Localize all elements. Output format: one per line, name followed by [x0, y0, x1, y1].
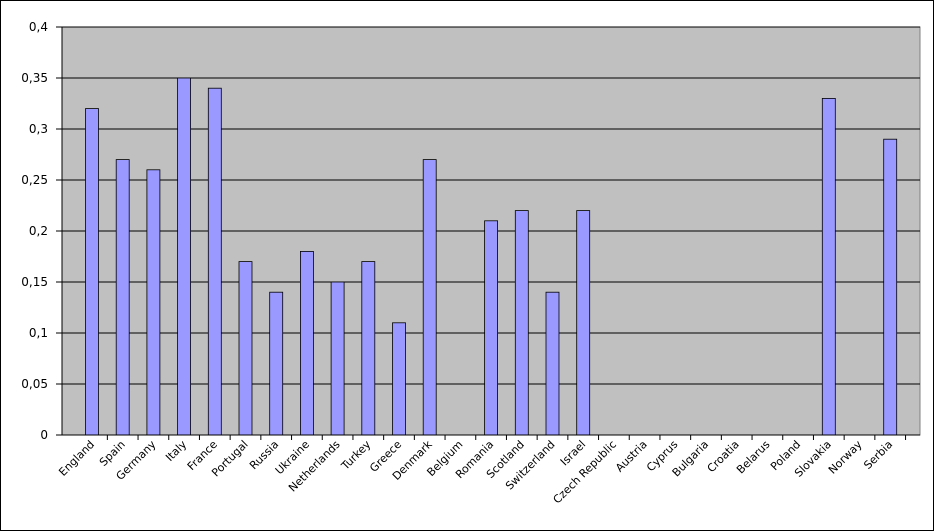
- bar: [422, 159, 437, 436]
- bar: [484, 220, 499, 436]
- bar: [115, 159, 130, 436]
- bar: [269, 291, 284, 436]
- bar: [85, 108, 99, 436]
- y-tick-label: 0,3: [29, 122, 48, 136]
- bar: [330, 281, 345, 436]
- y-tick-label: 0,35: [21, 71, 48, 85]
- bar: [545, 291, 560, 436]
- y-tick-label: 0,25: [21, 173, 48, 187]
- bar: [146, 169, 161, 436]
- bar: [883, 138, 898, 436]
- bar: [392, 322, 406, 436]
- y-tick-label: 0,1: [29, 326, 48, 340]
- bar: [514, 210, 529, 436]
- bar: [361, 261, 376, 436]
- y-tick-label: 0,2: [29, 224, 48, 238]
- y-tick-label: 0,15: [21, 275, 48, 289]
- bar: [207, 87, 222, 436]
- bar: [821, 98, 836, 436]
- y-tick-label: 0,4: [29, 20, 48, 34]
- bar: [177, 77, 192, 436]
- y-tick-label: 0: [40, 428, 48, 442]
- bar: [576, 210, 591, 436]
- y-tick-label: 0,05: [21, 377, 48, 391]
- bar: [238, 261, 253, 436]
- bar: [299, 250, 314, 436]
